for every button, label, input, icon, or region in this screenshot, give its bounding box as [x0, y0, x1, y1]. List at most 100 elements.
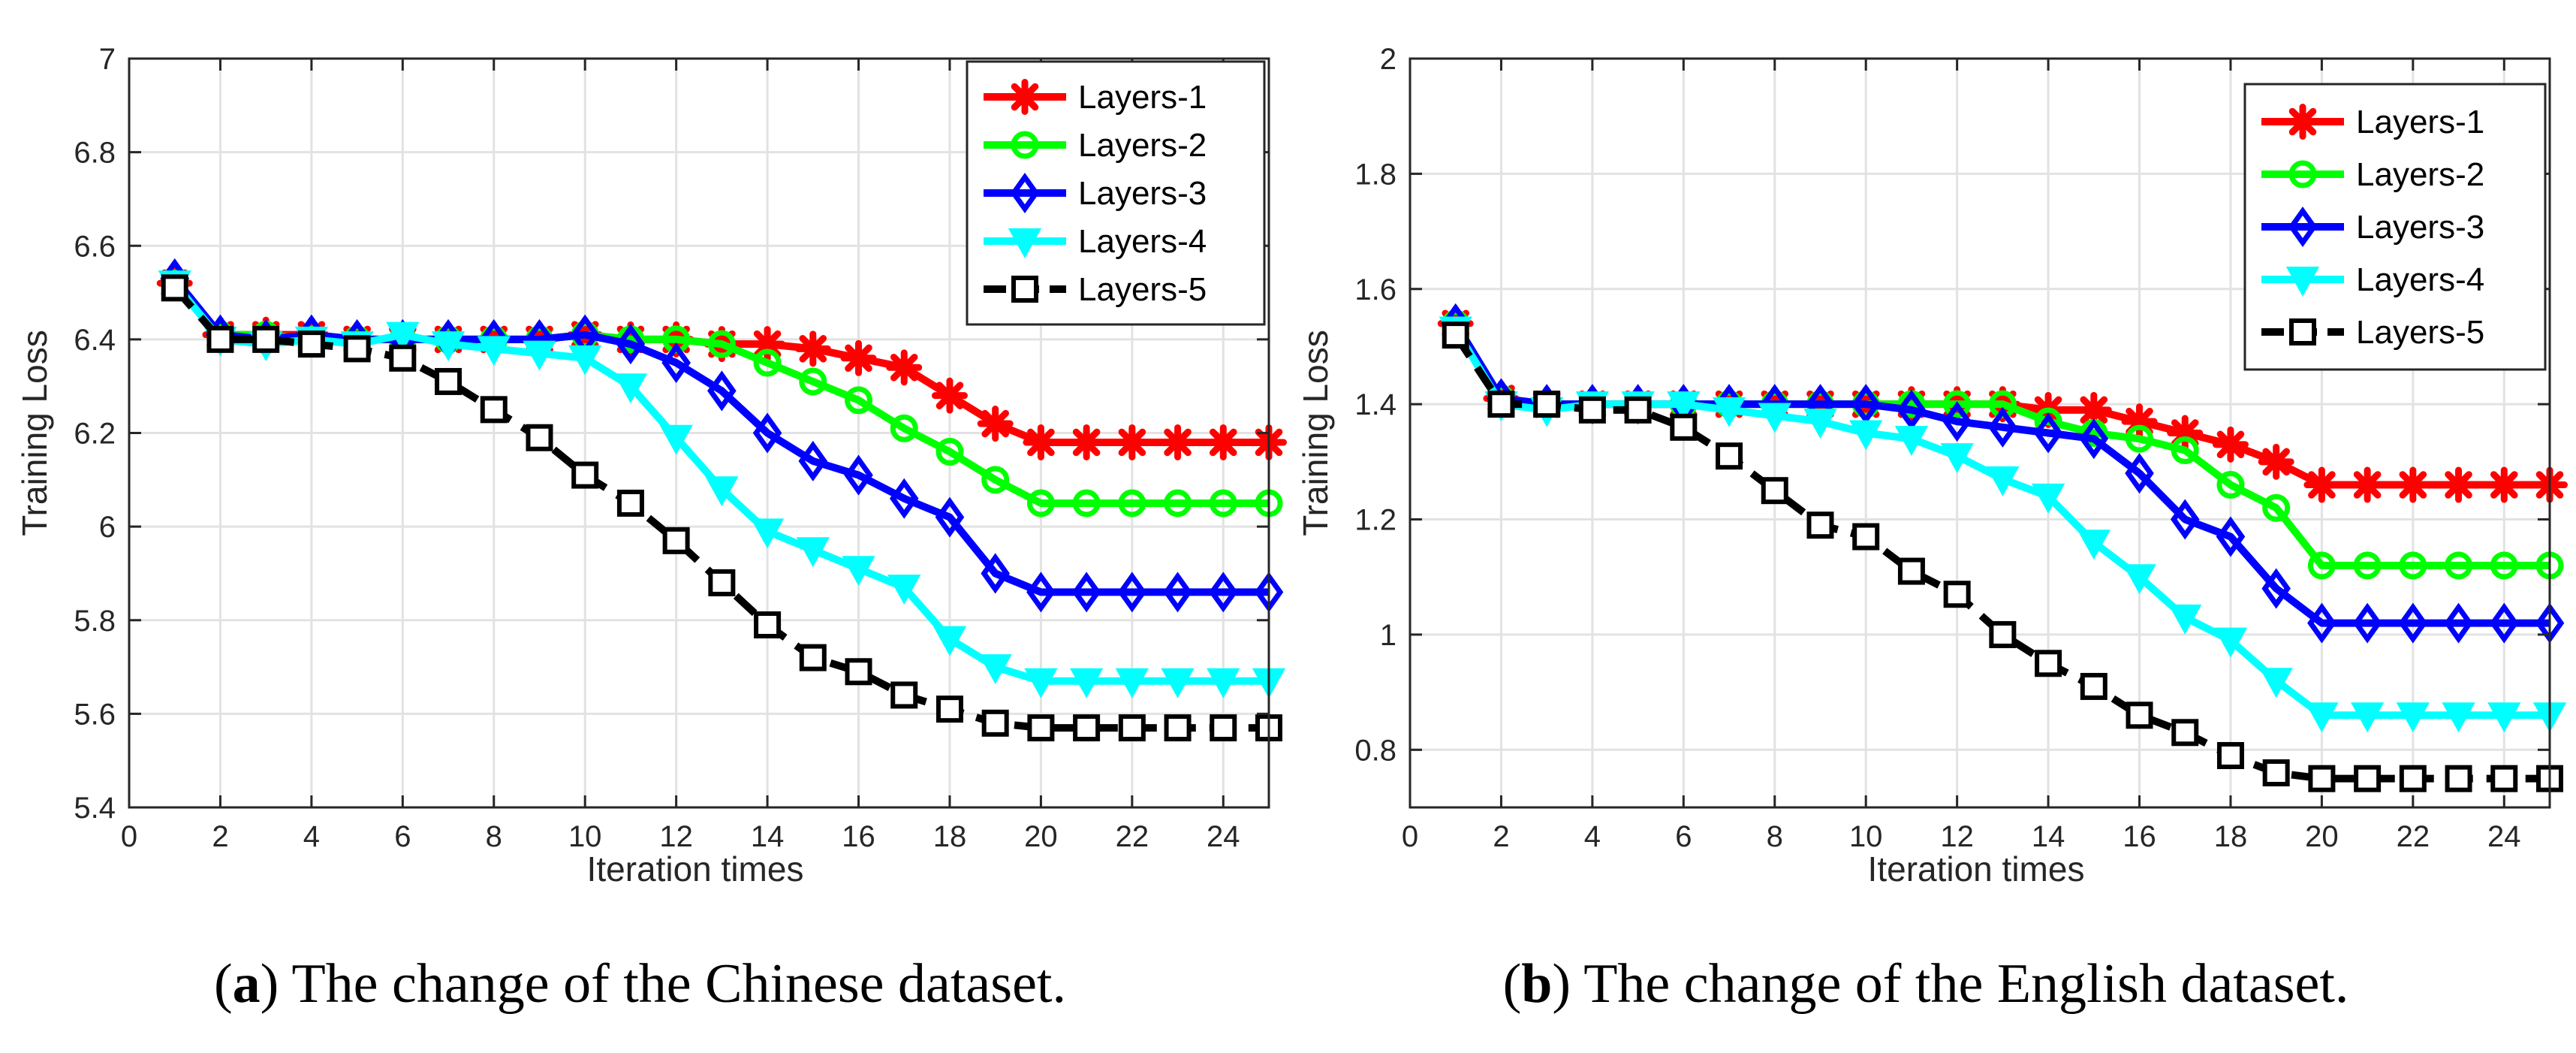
data-point-layers-5 [389, 344, 417, 372]
x-tick-label: 20 [1024, 820, 1058, 853]
data-point-layers-5 [2216, 741, 2244, 769]
y-tick-label: 2 [1380, 43, 1396, 76]
data-point-layers-3 [661, 342, 691, 384]
data-point-layers-5 [161, 274, 188, 302]
data-point-layers-4 [2350, 702, 2385, 733]
data-point-layers-5 [616, 489, 644, 517]
data-point-layers-4 [2168, 604, 2202, 635]
data-point-layers-5 [1442, 321, 1469, 349]
data-point-layers-5 [981, 709, 1009, 737]
data-point-layers-4 [1849, 420, 1883, 451]
legend-label: Layers-3 [1078, 175, 1207, 212]
data-point-layers-5 [2171, 719, 2199, 747]
legend-item-layers-1: Layers-1 [984, 79, 1207, 116]
data-point-layers-5 [1897, 557, 1925, 585]
data-point-layers-4 [887, 575, 921, 605]
x-tick-label: 10 [568, 820, 602, 853]
data-point-layers-1 [2258, 443, 2294, 480]
data-point-layers-4 [1758, 403, 1791, 433]
data-point-layers-3 [844, 454, 873, 496]
data-point-layers-2 [2399, 551, 2427, 580]
data-point-layers-2 [890, 414, 918, 442]
y-tick-label: 1 [1380, 619, 1396, 652]
data-point-layers-3 [889, 478, 919, 519]
data-point-layers-5 [1118, 714, 1146, 742]
x-tick-label: 24 [1207, 820, 1240, 853]
legend-marker [1011, 276, 1038, 303]
data-point-layers-1 [1113, 424, 1150, 460]
data-point-layers-5 [890, 681, 918, 709]
data-point-layers-1 [1023, 424, 1059, 460]
legend-marker [2288, 206, 2318, 248]
data-point-layers-5 [662, 526, 690, 554]
x-tick-label: 0 [121, 820, 137, 853]
series-layers-5 [161, 274, 1282, 742]
data-point-layers-3 [2489, 602, 2519, 644]
data-point-layers-3 [798, 440, 828, 481]
data-point-layers-2 [1943, 390, 1972, 418]
data-point-layers-2 [1072, 489, 1101, 517]
data-point-layers-5 [2080, 672, 2107, 700]
data-point-layers-3 [2125, 453, 2154, 494]
data-point-layers-4 [1115, 668, 1149, 698]
data-point-layers-4 [386, 321, 420, 352]
data-point-layers-4 [2213, 627, 2248, 658]
data-point-layers-1 [749, 326, 786, 363]
data-point-layers-3 [616, 324, 646, 365]
data-point-layers-4 [2396, 702, 2430, 733]
x-tick-label: 6 [1675, 820, 1692, 853]
data-point-layers-1 [794, 330, 831, 367]
legend-marker [2289, 318, 2316, 345]
legend-label: Layers-4 [2356, 261, 2484, 298]
data-point-layers-4 [2259, 668, 2293, 698]
y-tick-label: 5.4 [74, 792, 116, 825]
data-point-layers-5 [1164, 714, 1192, 742]
data-point-layers-4 [842, 556, 875, 587]
data-point-layers-5 [1533, 391, 1561, 418]
data-point-layers-4 [1986, 466, 2020, 496]
legend-label: Layers-2 [2356, 156, 2484, 193]
x-tick-label: 24 [2487, 820, 2521, 853]
legend-label: Layers-5 [2356, 314, 2484, 351]
data-point-layers-5 [1073, 714, 1101, 742]
data-point-layers-5 [297, 330, 325, 358]
data-point-layers-1 [2212, 426, 2249, 463]
data-point-layers-1 [2121, 403, 2158, 440]
data-point-layers-5 [2126, 701, 2153, 729]
data-point-layers-2 [2216, 471, 2245, 499]
y-tick-label: 1.4 [1354, 388, 1396, 421]
x-tick-label: 2 [1493, 820, 1509, 853]
x-tick-label: 18 [933, 820, 967, 853]
data-point-layers-5 [206, 325, 234, 353]
data-point-layers-5 [2354, 765, 2382, 792]
data-point-layers-4 [1024, 668, 1058, 698]
series-layers-5 [1442, 321, 2563, 792]
legend-label: Layers-5 [1078, 271, 1207, 308]
caption-a-tag: a [232, 953, 261, 1015]
legend-marker [1008, 228, 1042, 258]
legend-marker [1007, 79, 1043, 115]
axis-ticks: 0 2 4 6 8 10 12 14 16 18 20 22 240.811.21.41.61.82 [1354, 43, 2550, 853]
y-tick-label: 1.8 [1354, 158, 1396, 191]
data-point-layers-3 [707, 370, 737, 412]
legend-label: Layers-1 [2356, 104, 2484, 140]
data-point-layers-4 [705, 476, 739, 507]
data-point-layers-1 [2440, 466, 2477, 503]
data-point-layers-2 [2171, 436, 2199, 465]
data-point-layers-5 [1624, 396, 1652, 424]
data-point-layers-2 [1026, 489, 1055, 517]
x-tick-label: 2 [212, 820, 228, 853]
legend-item-layers-2: Layers-2 [2261, 156, 2484, 193]
data-point-layers-4 [1894, 426, 1929, 457]
legend-label: Layers-3 [2356, 209, 2484, 246]
data-point-layers-5 [1761, 477, 1788, 505]
data-point-layers-5 [526, 424, 553, 451]
data-point-layers-5 [480, 396, 508, 424]
chart-panel-2: 0 2 4 6 8 10 12 14 16 18 20 22 240.811.21.41.61.82It… [1296, 43, 2568, 889]
data-point-layers-4 [613, 373, 648, 404]
legend-label: Layers-1 [1078, 79, 1207, 116]
x-tick-label: 12 [1940, 820, 1974, 853]
data-point-layers-5 [1027, 714, 1055, 742]
data-point-layers-1 [1068, 424, 1105, 460]
caption-b-text: The change of the English dataset. [1583, 953, 2349, 1015]
